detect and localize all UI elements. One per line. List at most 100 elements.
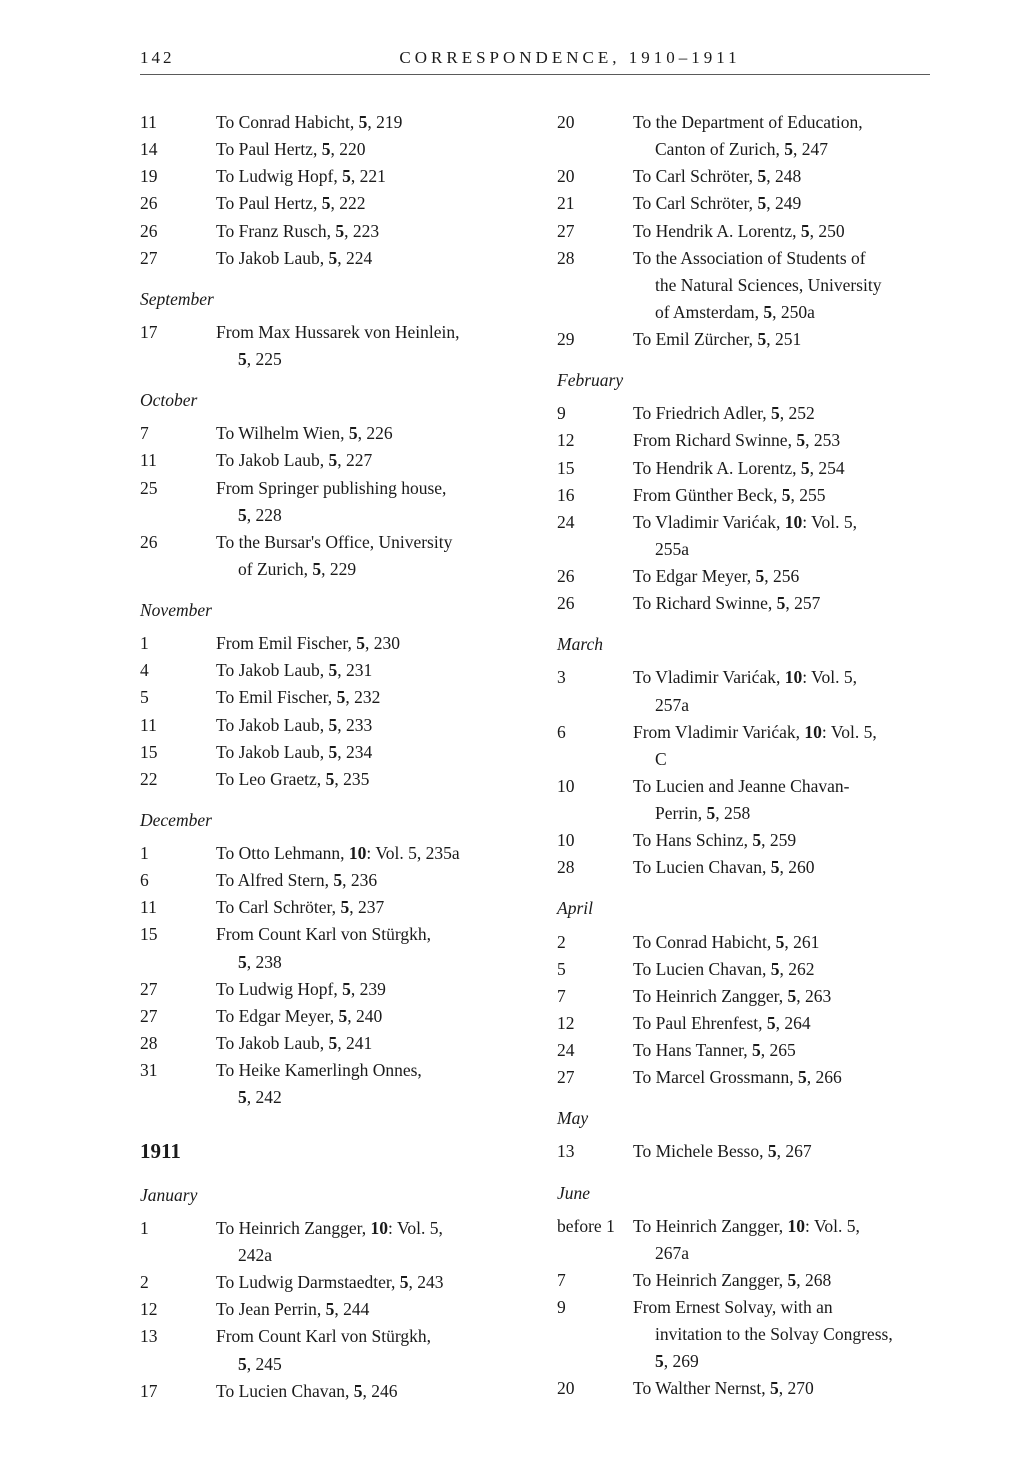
- entry-day: 3: [557, 664, 633, 691]
- entry-description: To Vladimir Varićak, 10: Vol. 5,257a: [633, 664, 930, 718]
- correspondence-entry: 5To Emil Fischer, 5, 232: [140, 684, 513, 711]
- entry-day: 20: [557, 109, 633, 136]
- entry-description: To Jakob Laub, 5, 231: [216, 657, 513, 684]
- correspondence-entry: 15From Count Karl von Stürgkh,5, 238: [140, 921, 513, 975]
- entry-day: 9: [557, 400, 633, 427]
- entry-description: To Heike Kamerlingh Onnes,5, 242: [216, 1057, 513, 1111]
- correspondence-entry: 7To Heinrich Zangger, 5, 268: [557, 1267, 930, 1294]
- entry-description: To the Department of Education,Canton of…: [633, 109, 930, 163]
- entry-description: To Hendrik A. Lorentz, 5, 254: [633, 455, 930, 482]
- entry-day: 7: [557, 1267, 633, 1294]
- entry-day: before 1: [557, 1213, 633, 1240]
- entry-day: 31: [140, 1057, 216, 1084]
- correspondence-entry: 28To Lucien Chavan, 5, 260: [557, 854, 930, 881]
- two-column-layout: 11To Conrad Habicht, 5, 21914To Paul Her…: [140, 109, 930, 1405]
- correspondence-entry: 11To Jakob Laub, 5, 227: [140, 447, 513, 474]
- entry-day: 20: [557, 163, 633, 190]
- entry-description: To Franz Rusch, 5, 223: [216, 218, 513, 245]
- entry-description: To Hans Schinz, 5, 259: [633, 827, 930, 854]
- entry-day: 11: [140, 109, 216, 136]
- entry-description: To Vladimir Varićak, 10: Vol. 5,255a: [633, 509, 930, 563]
- correspondence-entry: 20To the Department of Education,Canton …: [557, 109, 930, 163]
- correspondence-entry: 1From Emil Fischer, 5, 230: [140, 630, 513, 657]
- entry-description: To Carl Schröter, 5, 237: [216, 894, 513, 921]
- entry-day: 10: [557, 773, 633, 800]
- entry-description: To Jean Perrin, 5, 244: [216, 1296, 513, 1323]
- page-root: 142 CORRESPONDENCE, 1910–1911 11To Conra…: [0, 0, 1020, 1465]
- entry-day: 11: [140, 712, 216, 739]
- entry-description: From Günther Beck, 5, 255: [633, 482, 930, 509]
- page-number: 142: [140, 48, 210, 68]
- correspondence-entry: 27To Edgar Meyer, 5, 240: [140, 1003, 513, 1030]
- correspondence-entry: 31To Heike Kamerlingh Onnes,5, 242: [140, 1057, 513, 1111]
- entry-description: To Paul Hertz, 5, 220: [216, 136, 513, 163]
- correspondence-entry: 13To Michele Besso, 5, 267: [557, 1138, 930, 1165]
- right-column: 20To the Department of Education,Canton …: [557, 109, 930, 1405]
- entry-day: 26: [557, 590, 633, 617]
- entry-description: To Heinrich Zangger, 10: Vol. 5,242a: [216, 1215, 513, 1269]
- correspondence-entry: 2To Conrad Habicht, 5, 261: [557, 929, 930, 956]
- entry-description: To Lucien and Jeanne Chavan-Perrin, 5, 2…: [633, 773, 930, 827]
- month-heading: October: [140, 387, 513, 414]
- entry-description: To the Bursar's Office, Universityof Zur…: [216, 529, 513, 583]
- month-heading: December: [140, 807, 513, 834]
- entry-day: 4: [140, 657, 216, 684]
- correspondence-entry: 9To Friedrich Adler, 5, 252: [557, 400, 930, 427]
- entry-description: To Ludwig Darmstaedter, 5, 243: [216, 1269, 513, 1296]
- entry-description: To Heinrich Zangger, 10: Vol. 5,267a: [633, 1213, 930, 1267]
- entry-day: 10: [557, 827, 633, 854]
- entry-day: 1: [140, 630, 216, 657]
- entry-day: 11: [140, 447, 216, 474]
- entry-day: 27: [557, 218, 633, 245]
- correspondence-entry: 13From Count Karl von Stürgkh,5, 245: [140, 1323, 513, 1377]
- entry-description: To Emil Zürcher, 5, 251: [633, 326, 930, 353]
- entry-day: 17: [140, 319, 216, 346]
- correspondence-entry: 12To Jean Perrin, 5, 244: [140, 1296, 513, 1323]
- month-heading: June: [557, 1180, 930, 1207]
- correspondence-entry: 27To Jakob Laub, 5, 224: [140, 245, 513, 272]
- entry-description: To Jakob Laub, 5, 234: [216, 739, 513, 766]
- entry-day: 27: [140, 245, 216, 272]
- entry-description: To Carl Schröter, 5, 248: [633, 163, 930, 190]
- entry-description: To Paul Hertz, 5, 222: [216, 190, 513, 217]
- entry-day: 6: [140, 867, 216, 894]
- entry-day: 26: [557, 563, 633, 590]
- entry-description: To Jakob Laub, 5, 224: [216, 245, 513, 272]
- correspondence-entry: 29To Emil Zürcher, 5, 251: [557, 326, 930, 353]
- entry-day: 7: [140, 420, 216, 447]
- entry-day: 2: [140, 1269, 216, 1296]
- entry-description: From Vladimir Varićak, 10: Vol. 5,C: [633, 719, 930, 773]
- correspondence-entry: 20To Carl Schröter, 5, 248: [557, 163, 930, 190]
- correspondence-entry: 7To Heinrich Zangger, 5, 263: [557, 983, 930, 1010]
- entry-description: To Jakob Laub, 5, 241: [216, 1030, 513, 1057]
- correspondence-entry: 6From Vladimir Varićak, 10: Vol. 5,C: [557, 719, 930, 773]
- entry-day: 24: [557, 1037, 633, 1064]
- correspondence-entry: 21To Carl Schröter, 5, 249: [557, 190, 930, 217]
- entry-day: 12: [557, 427, 633, 454]
- entry-description: To Leo Graetz, 5, 235: [216, 766, 513, 793]
- entry-description: To Michele Besso, 5, 267: [633, 1138, 930, 1165]
- entry-day: 29: [557, 326, 633, 353]
- entry-description: From Emil Fischer, 5, 230: [216, 630, 513, 657]
- correspondence-entry: 1To Otto Lehmann, 10: Vol. 5, 235a: [140, 840, 513, 867]
- entry-description: To Paul Ehrenfest, 5, 264: [633, 1010, 930, 1037]
- entry-day: 28: [140, 1030, 216, 1057]
- entry-description: From Richard Swinne, 5, 253: [633, 427, 930, 454]
- correspondence-entry: 27To Marcel Grossmann, 5, 266: [557, 1064, 930, 1091]
- entry-day: 5: [140, 684, 216, 711]
- year-heading: 1911: [140, 1135, 513, 1168]
- correspondence-entry: 11To Carl Schröter, 5, 237: [140, 894, 513, 921]
- correspondence-entry: 12From Richard Swinne, 5, 253: [557, 427, 930, 454]
- correspondence-entry: 15To Hendrik A. Lorentz, 5, 254: [557, 455, 930, 482]
- entry-description: From Count Karl von Stürgkh,5, 245: [216, 1323, 513, 1377]
- month-heading: May: [557, 1105, 930, 1132]
- correspondence-entry: 10To Hans Schinz, 5, 259: [557, 827, 930, 854]
- entry-description: To Heinrich Zangger, 5, 263: [633, 983, 930, 1010]
- correspondence-entry: 22To Leo Graetz, 5, 235: [140, 766, 513, 793]
- entry-day: 14: [140, 136, 216, 163]
- entry-day: 11: [140, 894, 216, 921]
- entry-description: To Conrad Habicht, 5, 219: [216, 109, 513, 136]
- entry-description: To the Association of Students ofthe Nat…: [633, 245, 930, 326]
- running-head: 142 CORRESPONDENCE, 1910–1911: [140, 48, 930, 75]
- entry-day: 16: [557, 482, 633, 509]
